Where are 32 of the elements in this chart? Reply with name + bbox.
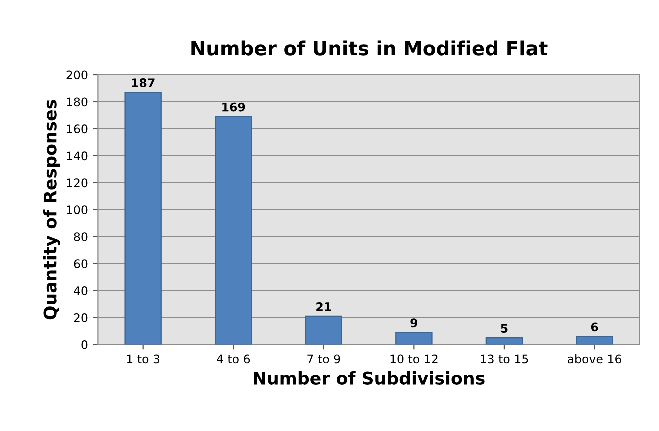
y-tick-label: 0 — [82, 340, 88, 350]
y-tick-label: 200 — [66, 70, 88, 80]
y-tick-label: 60 — [74, 260, 88, 269]
data-label: 21 — [316, 302, 332, 312]
y-axis-title: Quantity of Responses — [43, 100, 60, 320]
bar — [576, 336, 614, 345]
x-tick-label: 4 to 6 — [217, 354, 250, 364]
data-label: 187 — [132, 78, 155, 88]
y-tick-label: 20 — [74, 314, 88, 322]
x-tick-label: 1 to 3 — [127, 354, 160, 364]
data-label: 6 — [591, 322, 598, 332]
x-axis-title: Number of Subdivisions — [254, 372, 485, 385]
bar — [396, 332, 433, 345]
y-tick-label: 120 — [67, 178, 88, 188]
chart-title: Number of Units in Modified Flat — [192, 40, 548, 56]
x-tick-label: above 16 — [568, 354, 622, 364]
y-tick-label: 180 — [67, 98, 88, 107]
bar — [305, 316, 343, 345]
bar — [486, 338, 524, 345]
bar — [124, 92, 162, 345]
y-tick-label: 140 — [67, 152, 88, 161]
x-tick-label: 7 to 9 — [308, 354, 340, 364]
data-label: 169 — [222, 102, 246, 112]
data-label: 5 — [501, 324, 508, 333]
y-tick-label: 160 — [67, 124, 88, 134]
bar — [215, 116, 252, 345]
x-tick-label: 13 to 15 — [481, 354, 528, 364]
y-tick-label: 40 — [74, 286, 88, 296]
data-label: 9 — [410, 318, 418, 328]
x-tick-label: 10 to 12 — [390, 354, 438, 364]
y-tick-label: 80 — [74, 232, 88, 242]
y-tick-label: 100 — [67, 206, 88, 215]
